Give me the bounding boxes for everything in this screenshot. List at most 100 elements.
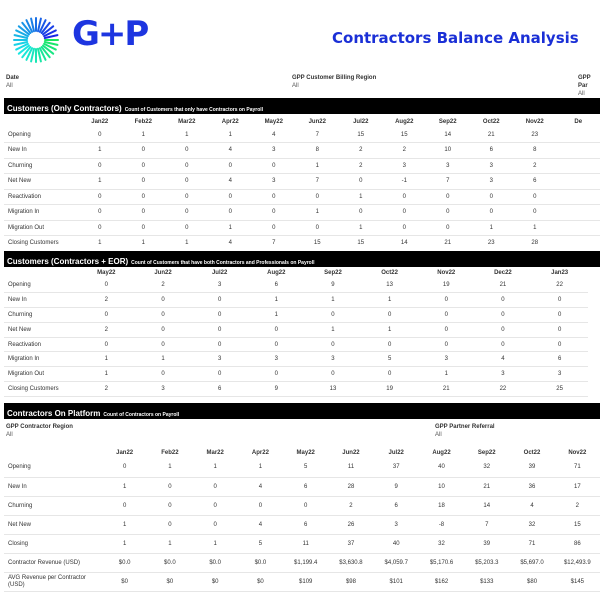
- row-label: Migration Out: [4, 366, 78, 383]
- table-cell: 2: [554, 496, 600, 516]
- table-cell: 1: [102, 515, 148, 535]
- table-cell: 3: [382, 158, 426, 174]
- table-cell: 1: [78, 235, 122, 252]
- table-cell: 37: [373, 458, 419, 478]
- filter-contractor-region-value[interactable]: All: [6, 432, 13, 438]
- table-cell: 0: [252, 189, 296, 205]
- table-cell: 1: [208, 220, 252, 236]
- table-cell: -1: [382, 173, 426, 190]
- filter-partner-referral[interactable]: GPP Partner Referral All: [435, 423, 495, 439]
- table-cell: 0: [78, 158, 122, 174]
- table-cell: 0: [474, 307, 532, 323]
- table-cell: 0: [417, 307, 475, 323]
- table-cell: 1: [417, 366, 475, 383]
- table-cell: $80: [509, 572, 555, 592]
- table-cell: $5,170.6: [418, 553, 465, 573]
- table-cell: 0: [382, 189, 426, 205]
- table-cell: 39: [509, 458, 555, 478]
- row-label: AVG Revenue per Contractor (USD): [4, 572, 102, 592]
- filter-date-value[interactable]: All: [6, 83, 13, 89]
- filter-partner[interactable]: GPP Par All: [578, 74, 600, 98]
- table-cell: 9: [373, 477, 419, 497]
- table-cell: 11: [328, 458, 374, 478]
- table-cell: 1: [304, 292, 362, 309]
- table-cell: 1: [339, 220, 383, 236]
- table-cell: 0: [121, 142, 165, 159]
- column-header: Nov22: [525, 119, 544, 125]
- table-cell: 10: [426, 142, 470, 159]
- table-cell: 0: [78, 204, 122, 221]
- table-cell: 0: [147, 477, 193, 497]
- section-title: Contractors On Platform: [7, 409, 101, 418]
- table-cell: 32: [418, 534, 465, 554]
- table-cell: 1: [247, 307, 305, 323]
- table-row: Migration In 0 0 0 0 0 1 0 0 0 0 0: [4, 204, 600, 221]
- table-cell: [556, 235, 600, 252]
- section-contractors-eor-header: Customers (Contractors + EOR) Count of Cu…: [4, 251, 600, 267]
- table-cell: 32: [509, 515, 555, 535]
- table-cell: $109: [283, 572, 329, 592]
- column-header: Nov22: [437, 270, 456, 276]
- table-cell: 15: [382, 127, 426, 143]
- row-label: Opening: [4, 458, 102, 478]
- row-label: New In: [4, 477, 102, 497]
- table-cell: 13: [304, 381, 362, 397]
- table-cell: 0: [469, 204, 513, 221]
- table-cell: 0: [165, 204, 209, 221]
- table-cell: 0: [339, 173, 383, 190]
- filter-billing-region[interactable]: GPP Customer Billing Region All: [292, 74, 376, 90]
- table-cell: 8: [513, 142, 557, 159]
- table-cell: 1: [304, 322, 362, 338]
- table-cell: 0: [134, 307, 192, 323]
- table-row: Contractor Revenue (USD) $0.0 $0.0 $0.0 $0.0…: [4, 553, 600, 573]
- table-cell: 6: [469, 142, 513, 159]
- table-cell: 0: [191, 307, 248, 323]
- table-cell: $5,697.0: [509, 553, 555, 573]
- table-cell: 3: [252, 142, 296, 159]
- table-cell: 2: [78, 292, 135, 309]
- filter-date[interactable]: Date All: [6, 74, 19, 90]
- row-label: Closing Customers: [4, 381, 78, 397]
- table-cell: 3: [134, 381, 192, 397]
- table-cell: 0: [295, 189, 339, 205]
- table-cell: 0: [513, 189, 557, 205]
- table-cell: 11: [283, 534, 329, 554]
- table-cell: 0: [469, 189, 513, 205]
- table-cell: 4: [208, 173, 252, 190]
- table-cell: 0: [102, 496, 148, 516]
- table-cell: $3,630.8: [328, 553, 374, 573]
- table-cell: 5: [237, 534, 284, 554]
- filter-partner-referral-value[interactable]: All: [435, 432, 442, 438]
- table-cell: 21: [469, 127, 513, 143]
- table-cell: 0: [165, 158, 209, 174]
- column-header: May22: [264, 119, 283, 125]
- table-cell: 0: [382, 204, 426, 221]
- table-cell: 71: [509, 534, 555, 554]
- table-cell: 7: [464, 515, 510, 535]
- table-cell: 1: [208, 127, 252, 143]
- table-cell: 6: [191, 381, 248, 397]
- table-cell: 1: [78, 366, 135, 383]
- table-cell: $0: [192, 572, 238, 592]
- table-cell: 5: [361, 351, 418, 368]
- filter-contractor-region[interactable]: GPP Contractor Region All: [6, 423, 73, 439]
- filter-billing-region-value[interactable]: All: [292, 83, 299, 89]
- table-cell: [556, 220, 600, 236]
- filter-partner-value[interactable]: All: [578, 91, 585, 97]
- table-cell: 0: [78, 337, 135, 353]
- column-header: Jul22: [388, 450, 404, 456]
- table-cell: 0: [121, 204, 165, 221]
- table-cell: 0: [191, 366, 248, 383]
- table-cell: $5,203.3: [464, 553, 510, 573]
- table-cell: [556, 127, 600, 143]
- table-cell: 26: [328, 515, 374, 535]
- section-subtitle: Count of Customers that have both Contra…: [131, 260, 315, 266]
- filter-date-label: Date: [6, 75, 20, 81]
- table-cell: [556, 189, 600, 205]
- table-cell: $12,493.9: [554, 553, 600, 573]
- table-cell: 0: [417, 292, 475, 309]
- table-cell: $0: [147, 572, 193, 592]
- column-header: Feb22: [161, 450, 179, 456]
- table-cell: 0: [134, 292, 192, 309]
- table-cell: 32: [464, 458, 510, 478]
